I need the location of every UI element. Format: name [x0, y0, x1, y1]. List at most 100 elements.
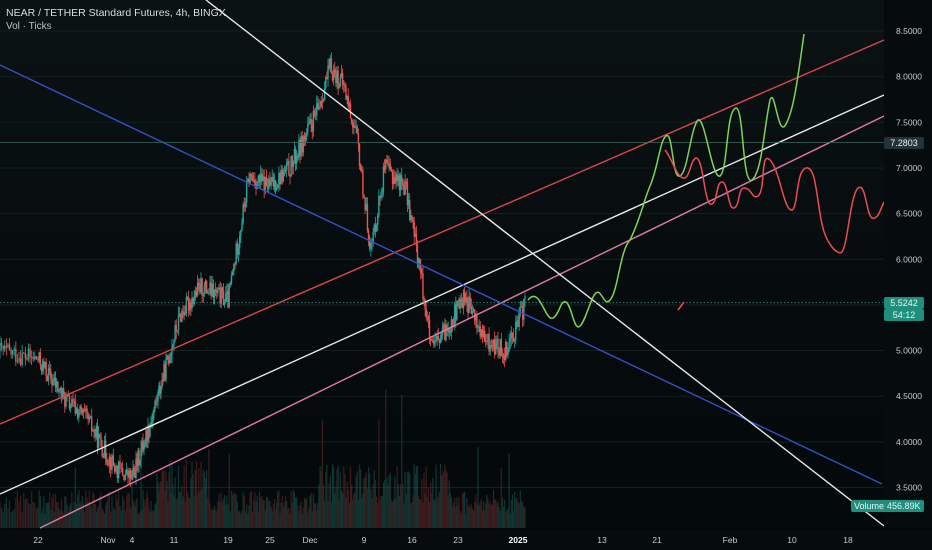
candle [451, 319, 454, 327]
candle [302, 136, 305, 153]
candle [43, 361, 45, 368]
candle [280, 169, 282, 185]
pink-channel-line [39, 115, 885, 529]
candle [191, 297, 193, 309]
volume-bar [508, 453, 510, 528]
volume-bar [163, 469, 165, 528]
candle [137, 450, 139, 466]
candle [289, 174, 291, 177]
volume-bar [74, 467, 76, 528]
volume-bar [79, 503, 81, 528]
candle [508, 341, 510, 352]
candle [45, 361, 47, 376]
candle [317, 103, 319, 110]
volume-bar [327, 500, 329, 528]
candle [272, 177, 275, 187]
volume-bar [258, 491, 261, 528]
candle [370, 243, 372, 249]
candle [456, 300, 458, 320]
volume-bar [356, 471, 358, 528]
volume-bar [203, 472, 205, 528]
volume-bar [402, 484, 404, 528]
volume-bar [16, 490, 19, 528]
volume-bar [70, 503, 72, 528]
volume-bar [324, 500, 326, 528]
volume-bar [106, 502, 108, 528]
candle [221, 287, 224, 291]
candle [24, 353, 27, 359]
candle [391, 171, 394, 184]
volume-bar [221, 502, 223, 528]
candle [52, 380, 54, 386]
candle [174, 325, 176, 341]
volume-bar [331, 464, 334, 528]
volume-bar [334, 493, 336, 528]
volume-bar [179, 491, 181, 528]
volume-bar [218, 493, 220, 528]
candle [277, 184, 279, 188]
volume-bar [472, 511, 475, 528]
volume-bar [26, 498, 28, 528]
volume-bar [158, 491, 160, 528]
candle [18, 358, 20, 362]
candle [21, 352, 23, 365]
volume-bar [49, 492, 51, 528]
candle [373, 224, 375, 233]
volume-bar [165, 471, 167, 528]
candle [473, 309, 476, 321]
volume-bar [99, 496, 101, 528]
volume-bar [519, 490, 521, 528]
candle [500, 339, 503, 356]
candle [498, 352, 500, 356]
volume-bar [185, 459, 187, 528]
volume-bar [246, 504, 248, 528]
volume-bar [157, 482, 159, 528]
volume-bar [443, 472, 445, 528]
candle [220, 287, 222, 304]
volume-bar [167, 501, 169, 528]
candle [483, 330, 486, 343]
candle [418, 258, 421, 266]
candle [97, 433, 100, 448]
volume-bar [239, 510, 241, 528]
candle [109, 456, 112, 470]
candle [271, 177, 273, 181]
volume-label-tag: Volume [851, 500, 888, 512]
candle [38, 352, 40, 361]
candle [129, 470, 132, 480]
volume-bar [499, 510, 501, 528]
candle [409, 200, 411, 220]
volume-bar [279, 513, 281, 528]
y-tick-label: 7.5000 [896, 117, 922, 127]
candle [30, 356, 33, 358]
candle [487, 333, 489, 342]
volume-bar [219, 501, 221, 528]
symbol-title[interactable]: NEAR / TETHER Standard Futures, 4h, BING… [6, 7, 226, 19]
candle [402, 183, 404, 186]
indicator-label[interactable]: Vol · Ticks [6, 21, 52, 32]
candle [284, 170, 287, 171]
volume-bar [437, 497, 439, 528]
candle [11, 350, 14, 355]
volume-bar [212, 509, 214, 528]
candle [299, 140, 301, 156]
volume-bar [310, 492, 312, 528]
candle [463, 291, 466, 303]
candle [112, 455, 115, 466]
volume-bar [411, 502, 413, 528]
volume-bar [116, 499, 118, 528]
volume-bar [449, 492, 451, 528]
volume-bar [19, 495, 22, 528]
volume-bar [365, 472, 367, 528]
volume-bar [337, 465, 339, 528]
volume-bar [498, 507, 500, 528]
candle [369, 241, 371, 249]
volume-bar [186, 492, 189, 528]
candle [447, 329, 449, 331]
candle [386, 159, 388, 161]
volume-bar [410, 503, 412, 528]
volume-bar [466, 498, 468, 528]
volume-bar [459, 511, 461, 528]
